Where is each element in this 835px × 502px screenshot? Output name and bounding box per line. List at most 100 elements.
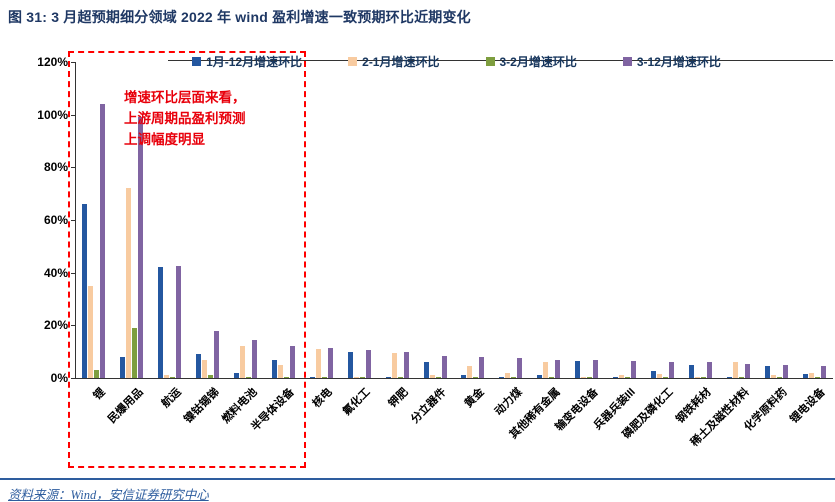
bar: [347, 351, 353, 378]
bar: [120, 356, 126, 378]
bar: [467, 366, 473, 378]
bar: [391, 352, 397, 378]
y-tick-mark: [71, 272, 75, 274]
bar: [403, 351, 409, 378]
bar: [575, 360, 581, 378]
bar: [808, 372, 814, 378]
bar: [158, 267, 164, 378]
x-category-label: 氟化工: [341, 386, 373, 418]
bar: [429, 375, 435, 378]
y-tick-label: 0%: [50, 371, 68, 385]
bar: [309, 376, 315, 378]
bar: [662, 377, 668, 378]
bar: [555, 359, 561, 378]
bar: [764, 366, 770, 378]
y-tick-label: 100%: [37, 107, 68, 122]
bar: [738, 377, 744, 378]
bar: [499, 376, 505, 378]
legend-label: 1月-12月增速环比: [206, 55, 303, 69]
y-tick-label: 60%: [43, 213, 68, 227]
bar: [100, 104, 106, 378]
legend-swatch-icon: [192, 57, 202, 66]
bar: [240, 346, 246, 378]
bar: [461, 375, 467, 378]
legend-rule-line: [168, 60, 833, 61]
bar: [170, 376, 176, 378]
bar: [656, 374, 662, 378]
bar: [252, 339, 258, 378]
y-tick-mark: [71, 325, 75, 327]
x-category-label: 分立器件: [409, 386, 449, 426]
bar: [549, 377, 555, 378]
x-category-label: 核电: [310, 386, 335, 411]
bar: [473, 376, 479, 378]
bar: [126, 188, 132, 378]
bar: [88, 285, 94, 378]
bar: [202, 359, 208, 378]
bar: [700, 377, 706, 378]
x-axis-line: [75, 378, 833, 379]
bar: [315, 349, 321, 378]
y-tick-label: 40%: [43, 265, 68, 280]
bar: [776, 377, 782, 378]
bar: [283, 376, 289, 378]
bar: [543, 362, 549, 378]
bar: [82, 204, 88, 378]
bar: [208, 375, 214, 378]
highlight-box: [68, 51, 306, 468]
bar: [650, 371, 656, 378]
y-tick-mark: [71, 62, 75, 63]
y-tick-mark: [71, 378, 75, 379]
legend-item: 2-1月增速环比: [348, 53, 440, 70]
bar: [289, 346, 295, 378]
bar: [234, 372, 240, 378]
x-category-label: 黄金: [462, 386, 487, 411]
legend-item: 3-2月增速环比: [485, 53, 577, 70]
source-note: 资料来源：Wind，安信证券研究中心: [8, 488, 209, 502]
bar: [587, 377, 593, 378]
legend-label: 2-1月增速环比: [362, 55, 440, 69]
bar: [613, 376, 619, 378]
bar: [631, 360, 637, 378]
bar: [132, 327, 138, 378]
y-tick-label: 80%: [43, 160, 68, 175]
bar: [744, 363, 750, 378]
bar: [688, 364, 694, 378]
legend-label: 3-12月增速环比: [636, 55, 721, 69]
bar: [164, 375, 170, 378]
y-axis-line: [75, 62, 76, 378]
bar: [435, 377, 441, 378]
legend-item: 3-12月增速环比: [622, 53, 721, 70]
bar: [441, 355, 447, 378]
annotation-text: 增速环比层面来看，上游周期品盈利预测上调幅度明显: [124, 90, 246, 147]
bar: [668, 362, 674, 378]
bar: [353, 376, 359, 378]
legend-item: 1月-12月增速环比: [192, 53, 302, 70]
bar: [770, 375, 776, 378]
bar: [732, 362, 738, 378]
bar: [694, 376, 700, 378]
y-tick-mark: [71, 167, 75, 169]
bar: [246, 376, 252, 378]
bar: [138, 117, 144, 378]
legend-swatch-icon: [622, 57, 632, 66]
bar: [94, 370, 100, 378]
bar: [321, 377, 327, 378]
bar: [726, 376, 732, 378]
bar: [537, 375, 543, 378]
bar: [271, 359, 277, 378]
bar: [365, 350, 371, 378]
bar: [176, 266, 182, 378]
legend-swatch-icon: [348, 57, 358, 66]
bar: [277, 364, 283, 378]
bar: [625, 377, 631, 378]
bar: [505, 372, 511, 378]
x-category-label: 钾肥: [386, 386, 411, 411]
y-tick-mark: [71, 220, 75, 221]
bar: [581, 376, 587, 378]
bar: [359, 377, 365, 378]
chart-legend: 1月-12月增速环比 2-1月增速环比 3-2月增速环比 3-12月增速环比: [80, 53, 833, 70]
bar: [511, 377, 517, 378]
figure-title: 图 31: 3 月超预期细分领域 2022 年 wind 盈利增速一致预期环比近…: [8, 9, 471, 25]
